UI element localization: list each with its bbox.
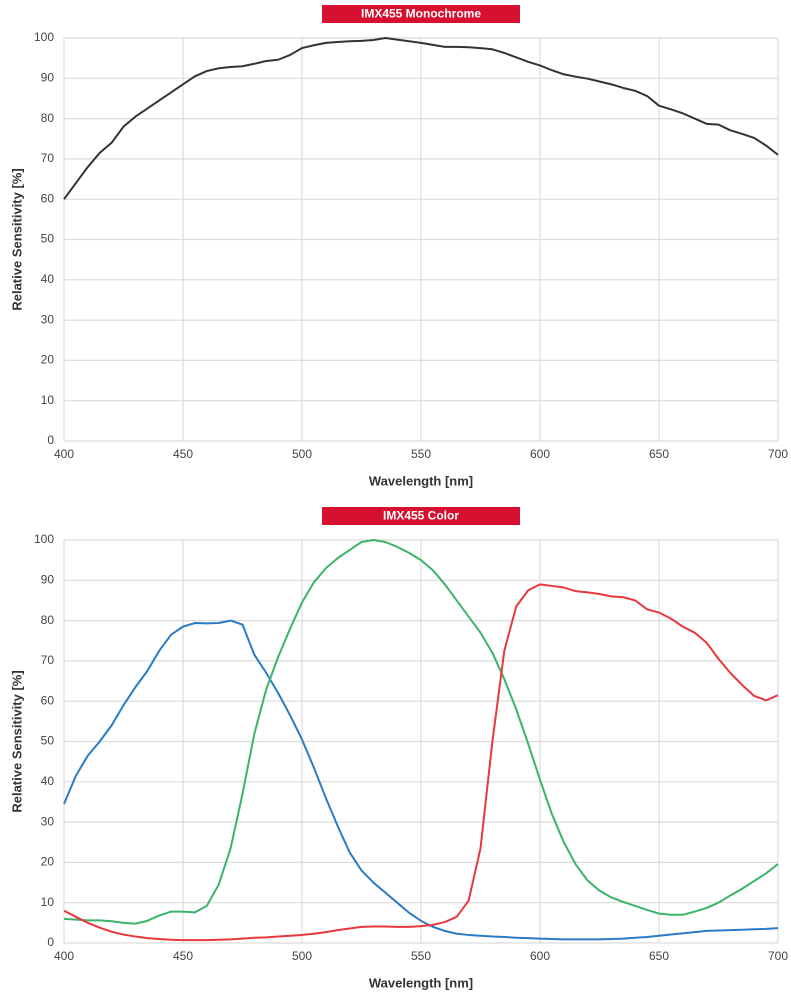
chart-title: IMX455 Monochrome	[361, 7, 481, 21]
x-tick-label: 700	[768, 949, 788, 963]
y-tick-label: 70	[41, 151, 55, 165]
x-tick-label: 550	[411, 949, 431, 963]
y-tick-label: 0	[47, 935, 54, 949]
x-tick-label: 450	[173, 949, 193, 963]
x-tick-label: 600	[530, 447, 550, 461]
y-tick-label: 20	[41, 855, 55, 869]
y-tick-label: 50	[41, 734, 55, 748]
x-tick-label: 400	[54, 447, 74, 461]
y-tick-label: 60	[41, 191, 55, 205]
series-line	[63, 37, 779, 200]
x-tick-label: 500	[292, 949, 312, 963]
series-line	[63, 619, 779, 941]
y-tick-label: 100	[34, 532, 54, 546]
y-tick-label: 70	[41, 653, 55, 667]
y-tick-label: 10	[41, 393, 55, 407]
x-tick-label: 600	[530, 949, 550, 963]
x-tick-label: 550	[411, 447, 431, 461]
series-line	[63, 539, 779, 925]
title-box	[322, 5, 520, 23]
series-line	[63, 583, 779, 942]
x-axis-label: Wavelength [nm]	[369, 975, 473, 990]
title-box	[322, 507, 520, 525]
y-tick-label: 10	[41, 895, 55, 909]
y-tick-label: 40	[41, 272, 55, 286]
x-tick-label: 450	[173, 447, 193, 461]
y-tick-label: 30	[41, 312, 55, 326]
y-tick-label: 90	[41, 70, 55, 84]
y-tick-label: 80	[41, 111, 55, 125]
x-tick-label: 400	[54, 949, 74, 963]
y-tick-label: 50	[41, 232, 55, 246]
y-axis-label: Relative Sensitivity [%]	[9, 670, 24, 812]
y-tick-label: 20	[41, 353, 55, 367]
y-tick-label: 100	[34, 30, 54, 44]
y-tick-label: 0	[47, 433, 54, 447]
y-tick-label: 60	[41, 693, 55, 707]
y-tick-label: 40	[41, 774, 55, 788]
x-tick-label: 650	[649, 949, 669, 963]
x-tick-label: 700	[768, 447, 788, 461]
y-tick-label: 80	[41, 613, 55, 627]
y-tick-label: 90	[41, 572, 55, 586]
chart-title: IMX455 Color	[383, 509, 459, 523]
x-tick-label: 500	[292, 447, 312, 461]
x-tick-label: 650	[649, 447, 669, 461]
x-axis-label: Wavelength [nm]	[369, 473, 473, 488]
y-axis-label: Relative Sensitivity [%]	[9, 168, 24, 310]
y-tick-label: 30	[41, 814, 55, 828]
